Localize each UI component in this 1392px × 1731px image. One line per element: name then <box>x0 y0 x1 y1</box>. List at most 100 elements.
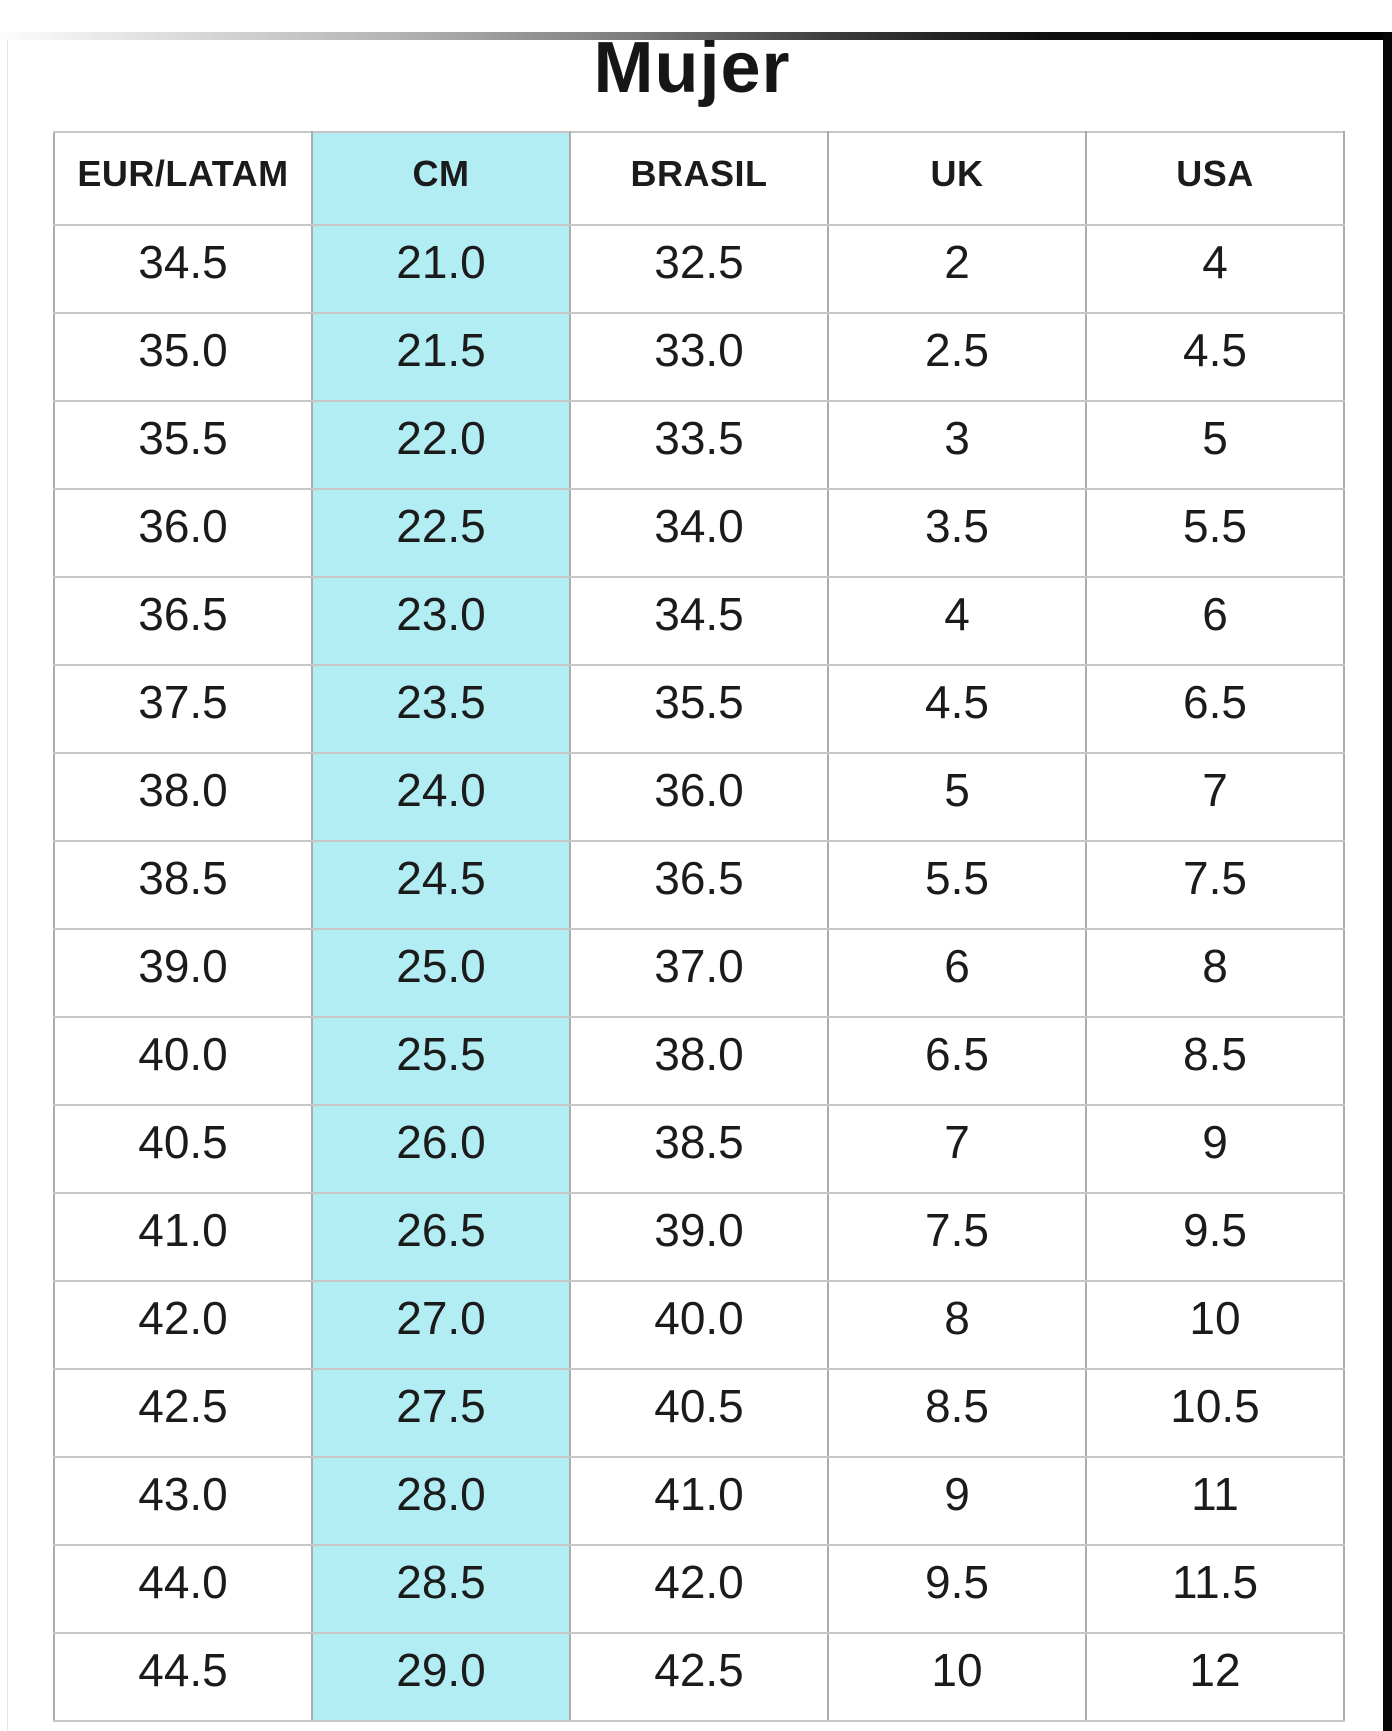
table-cell: 12 <box>1085 1632 1345 1722</box>
table-cell: 11.5 <box>1085 1544 1345 1634</box>
table-row: 35.0 21.5 33.0 2.5 4.5 <box>53 312 1345 402</box>
table-cell: 38.5 <box>569 1104 829 1194</box>
table-row: 34.5 21.0 32.5 2 4 <box>53 224 1345 314</box>
table-cell: 33.5 <box>569 400 829 490</box>
table-cell: 33.0 <box>569 312 829 402</box>
top-gradient-bar <box>0 32 1392 40</box>
table-cell: 9.5 <box>827 1544 1087 1634</box>
table-cell: 36.5 <box>53 576 313 666</box>
table-cell: 4 <box>1085 224 1345 314</box>
column-header-eur-latam: EUR/LATAM <box>53 131 313 226</box>
column-header-cm: CM <box>311 131 571 226</box>
size-chart-page: Mujer EUR/LATAM CM BRASIL UK USA 34.5 21.0 32.… <box>0 28 1392 1731</box>
table-cell: 38.0 <box>569 1016 829 1106</box>
table-cell: 8.5 <box>1085 1016 1345 1106</box>
table-row: 38.0 24.0 36.0 5 7 <box>53 752 1345 842</box>
table-cell: 7.5 <box>827 1192 1087 1282</box>
table-cell: 35.5 <box>569 664 829 754</box>
table-cell: 7.5 <box>1085 840 1345 930</box>
table-cell: 28.0 <box>311 1456 571 1546</box>
table-cell: 43.0 <box>53 1456 313 1546</box>
table-cell: 35.0 <box>53 312 313 402</box>
table-row: 38.5 24.5 36.5 5.5 7.5 <box>53 840 1345 930</box>
table-cell: 27.0 <box>311 1280 571 1370</box>
table-cell: 3.5 <box>827 488 1087 578</box>
table-row: 36.0 22.5 34.0 3.5 5.5 <box>53 488 1345 578</box>
table-cell: 36.5 <box>569 840 829 930</box>
table-row: 37.5 23.5 35.5 4.5 6.5 <box>53 664 1345 754</box>
table-row: 42.0 27.0 40.0 8 10 <box>53 1280 1345 1370</box>
table-row: 40.0 25.5 38.0 6.5 8.5 <box>53 1016 1345 1106</box>
table-cell: 7 <box>1085 752 1345 842</box>
table-cell: 6 <box>1085 576 1345 666</box>
table-cell: 32.5 <box>569 224 829 314</box>
table-cell: 39.0 <box>53 928 313 1018</box>
table-cell: 40.5 <box>569 1368 829 1458</box>
table-cell: 36.0 <box>53 488 313 578</box>
table-cell: 5.5 <box>827 840 1087 930</box>
table-body: 34.5 21.0 32.5 2 4 35.0 21.5 33.0 2.5 4.5 35.5 22.0… <box>53 224 1345 1722</box>
table-cell: 37.5 <box>53 664 313 754</box>
table-cell: 40.0 <box>53 1016 313 1106</box>
table-cell: 9 <box>827 1456 1087 1546</box>
table-cell: 39.0 <box>569 1192 829 1282</box>
table-cell: 26.0 <box>311 1104 571 1194</box>
table-head: EUR/LATAM CM BRASIL UK USA <box>53 131 1345 226</box>
table-cell: 5 <box>1085 400 1345 490</box>
table-cell: 3 <box>827 400 1087 490</box>
table-cell: 25.0 <box>311 928 571 1018</box>
table-cell: 24.5 <box>311 840 571 930</box>
table-cell: 42.5 <box>569 1632 829 1722</box>
table-cell: 10 <box>827 1632 1087 1722</box>
table-cell: 34.5 <box>569 576 829 666</box>
table-cell: 5.5 <box>1085 488 1345 578</box>
table-cell: 36.0 <box>569 752 829 842</box>
table-cell: 11 <box>1085 1456 1345 1546</box>
table-cell: 2 <box>827 224 1087 314</box>
table-cell: 7 <box>827 1104 1087 1194</box>
table-cell: 28.5 <box>311 1544 571 1634</box>
table-cell: 40.0 <box>569 1280 829 1370</box>
table-cell: 6 <box>827 928 1087 1018</box>
table-cell: 37.0 <box>569 928 829 1018</box>
table-row: 39.0 25.0 37.0 6 8 <box>53 928 1345 1018</box>
table-row: 44.0 28.5 42.0 9.5 11.5 <box>53 1544 1345 1634</box>
size-conversion-table: EUR/LATAM CM BRASIL UK USA 34.5 21.0 32.5 2 4 35.… <box>53 131 1345 1722</box>
table-cell: 2.5 <box>827 312 1087 402</box>
table-cell: 34.5 <box>53 224 313 314</box>
table-cell: 22.5 <box>311 488 571 578</box>
table-cell: 27.5 <box>311 1368 571 1458</box>
left-page-line <box>7 40 8 1731</box>
table-cell: 44.5 <box>53 1632 313 1722</box>
table-cell: 4.5 <box>827 664 1087 754</box>
table-row: 44.5 29.0 42.5 10 12 <box>53 1632 1345 1722</box>
table-cell: 8 <box>827 1280 1087 1370</box>
column-header-uk: UK <box>827 131 1087 226</box>
table-cell: 42.0 <box>569 1544 829 1634</box>
table-cell: 4 <box>827 576 1087 666</box>
table-cell: 8.5 <box>827 1368 1087 1458</box>
table-row: 35.5 22.0 33.5 3 5 <box>53 400 1345 490</box>
table-row: 40.5 26.0 38.5 7 9 <box>53 1104 1345 1194</box>
table-row: 42.5 27.5 40.5 8.5 10.5 <box>53 1368 1345 1458</box>
table-cell: 34.0 <box>569 488 829 578</box>
table-row: 41.0 26.5 39.0 7.5 9.5 <box>53 1192 1345 1282</box>
page-title: Mujer <box>593 28 791 108</box>
table-cell: 42.5 <box>53 1368 313 1458</box>
table-row: 43.0 28.0 41.0 9 11 <box>53 1456 1345 1546</box>
table-cell: 24.0 <box>311 752 571 842</box>
table-cell: 21.0 <box>311 224 571 314</box>
table-cell: 5 <box>827 752 1087 842</box>
table-header-row: EUR/LATAM CM BRASIL UK USA <box>53 131 1345 226</box>
table-cell: 44.0 <box>53 1544 313 1634</box>
table-cell: 6.5 <box>827 1016 1087 1106</box>
table-cell: 22.0 <box>311 400 571 490</box>
table-cell: 42.0 <box>53 1280 313 1370</box>
table-cell: 6.5 <box>1085 664 1345 754</box>
table-row: 36.5 23.0 34.5 4 6 <box>53 576 1345 666</box>
table-cell: 35.5 <box>53 400 313 490</box>
table-cell: 25.5 <box>311 1016 571 1106</box>
table-cell: 10.5 <box>1085 1368 1345 1458</box>
table-cell: 40.5 <box>53 1104 313 1194</box>
table-cell: 21.5 <box>311 312 571 402</box>
